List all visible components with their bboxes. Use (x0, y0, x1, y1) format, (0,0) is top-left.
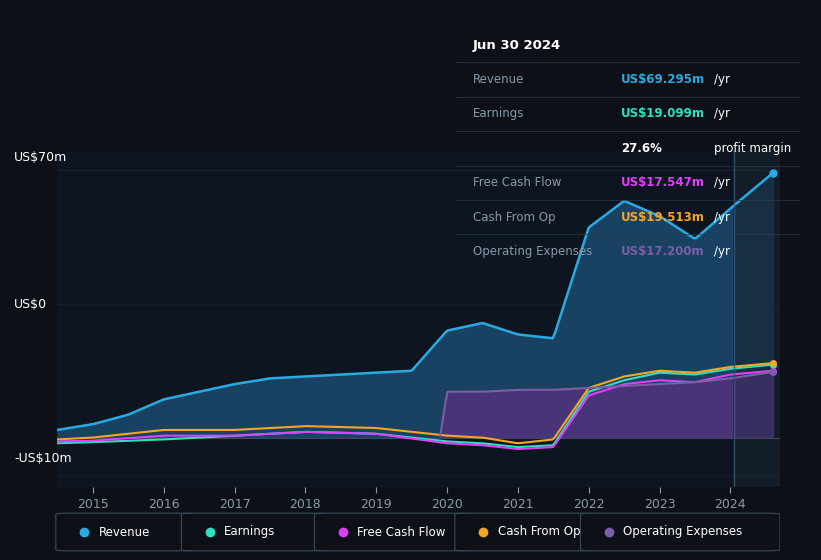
FancyBboxPatch shape (56, 513, 196, 551)
Text: US$0: US$0 (14, 297, 48, 311)
Text: Operating Expenses: Operating Expenses (473, 245, 592, 258)
Text: Free Cash Flow: Free Cash Flow (473, 176, 562, 189)
Bar (734, 151, 780, 487)
Text: /yr: /yr (714, 108, 730, 120)
Text: Free Cash Flow: Free Cash Flow (357, 525, 446, 539)
Text: 27.6%: 27.6% (621, 142, 662, 155)
Text: Earnings: Earnings (473, 108, 525, 120)
Text: Jun 30 2024: Jun 30 2024 (473, 39, 561, 52)
FancyBboxPatch shape (455, 513, 595, 551)
Text: Operating Expenses: Operating Expenses (623, 525, 742, 539)
Text: /yr: /yr (714, 245, 730, 258)
Text: Cash From Op: Cash From Op (473, 211, 555, 223)
Text: US$17.547m: US$17.547m (621, 176, 705, 189)
FancyBboxPatch shape (580, 513, 780, 551)
FancyBboxPatch shape (181, 513, 329, 551)
Text: Earnings: Earnings (224, 525, 276, 539)
Text: US$19.513m: US$19.513m (621, 211, 705, 223)
Text: Cash From Op: Cash From Op (498, 525, 580, 539)
Text: US$19.099m: US$19.099m (621, 108, 705, 120)
Text: US$17.200m: US$17.200m (621, 245, 704, 258)
Text: Revenue: Revenue (473, 73, 525, 86)
Text: US$70m: US$70m (14, 151, 67, 164)
Text: Revenue: Revenue (99, 525, 150, 539)
Text: /yr: /yr (714, 73, 730, 86)
Text: -US$10m: -US$10m (14, 452, 71, 465)
Text: /yr: /yr (714, 211, 730, 223)
FancyBboxPatch shape (314, 513, 470, 551)
Text: /yr: /yr (714, 176, 730, 189)
Text: profit margin: profit margin (714, 142, 791, 155)
Text: US$69.295m: US$69.295m (621, 73, 705, 86)
